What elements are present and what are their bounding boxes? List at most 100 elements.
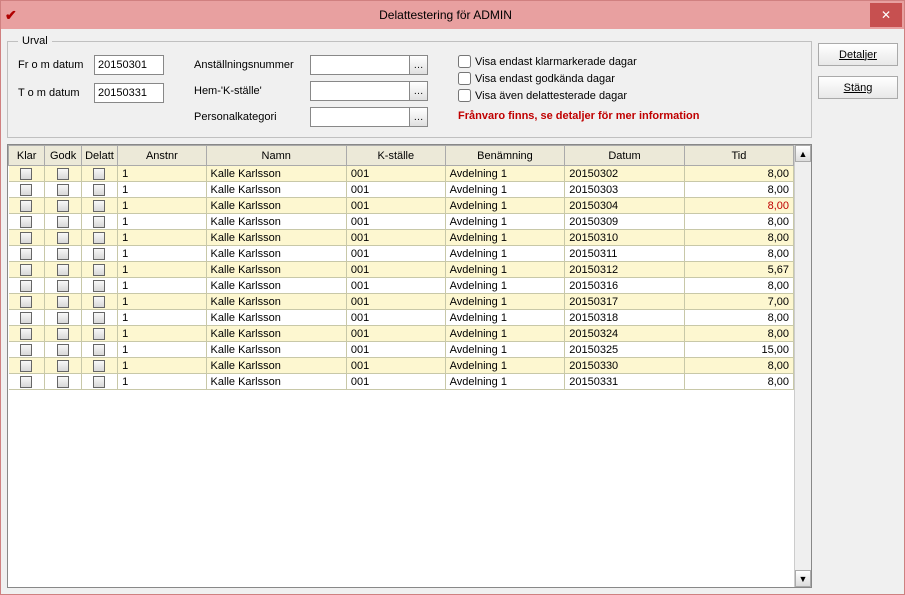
col-godk[interactable]: Godk xyxy=(45,146,81,166)
scroll-track[interactable] xyxy=(795,162,811,570)
row-checkbox[interactable] xyxy=(93,312,105,324)
row-checkbox[interactable] xyxy=(57,328,69,340)
row-checkbox[interactable] xyxy=(57,168,69,180)
row-checkbox[interactable] xyxy=(93,280,105,292)
table-row[interactable]: 1Kalle Karlsson001Avdelning 1201503168,0… xyxy=(9,278,794,294)
hemk-input[interactable] xyxy=(310,81,410,101)
row-checkbox[interactable] xyxy=(20,216,32,228)
cell-kstalle: 001 xyxy=(346,358,445,374)
row-checkbox[interactable] xyxy=(93,216,105,228)
cell-namn: Kalle Karlsson xyxy=(206,262,346,278)
cell-tid: 8,00 xyxy=(684,326,793,342)
row-checkbox[interactable] xyxy=(20,280,32,292)
chk-klar-label: Visa endast klarmarkerade dagar xyxy=(475,56,637,68)
scroll-down-button[interactable]: ▼ xyxy=(795,570,811,587)
cell-datum: 20150317 xyxy=(565,294,685,310)
table-row[interactable]: 1Kalle Karlsson001Avdelning 1201503118,0… xyxy=(9,246,794,262)
table-row[interactable]: 1Kalle Karlsson001Avdelning 1201503308,0… xyxy=(9,358,794,374)
cell-datum: 20150304 xyxy=(565,198,685,214)
pkat-input[interactable] xyxy=(310,107,410,127)
data-grid: Klar Godk Delatt Anstnr Namn K-ställe Be… xyxy=(7,144,812,588)
anst-input[interactable] xyxy=(310,55,410,75)
cell-benamning: Avdelning 1 xyxy=(445,310,565,326)
row-checkbox[interactable] xyxy=(20,296,32,308)
row-checkbox[interactable] xyxy=(57,344,69,356)
cell-datum: 20150311 xyxy=(565,246,685,262)
scroll-up-button[interactable]: ▲ xyxy=(795,145,811,162)
table-row[interactable]: 1Kalle Karlsson001Avdelning 1201503038,0… xyxy=(9,182,794,198)
row-checkbox[interactable] xyxy=(57,376,69,388)
row-checkbox[interactable] xyxy=(20,232,32,244)
table-row[interactable]: 1Kalle Karlsson001Avdelning 1201503028,0… xyxy=(9,166,794,182)
table-row[interactable]: 1Kalle Karlsson001Avdelning 1201503125,6… xyxy=(9,262,794,278)
row-checkbox[interactable] xyxy=(20,360,32,372)
chk-delatt[interactable] xyxy=(458,89,471,102)
row-checkbox[interactable] xyxy=(20,264,32,276)
row-checkbox[interactable] xyxy=(20,168,32,180)
stang-button[interactable]: Stäng xyxy=(818,76,898,99)
table-row[interactable]: 1Kalle Karlsson001Avdelning 1201503248,0… xyxy=(9,326,794,342)
col-datum[interactable]: Datum xyxy=(565,146,685,166)
row-checkbox[interactable] xyxy=(57,296,69,308)
cell-benamning: Avdelning 1 xyxy=(445,230,565,246)
row-checkbox[interactable] xyxy=(20,376,32,388)
row-checkbox[interactable] xyxy=(93,264,105,276)
table-row[interactable]: 1Kalle Karlsson001Avdelning 1201503048,0… xyxy=(9,198,794,214)
row-checkbox[interactable] xyxy=(57,280,69,292)
cell-kstalle: 001 xyxy=(346,294,445,310)
row-checkbox[interactable] xyxy=(20,328,32,340)
col-anstnr[interactable]: Anstnr xyxy=(118,146,206,166)
table-row[interactable]: 1Kalle Karlsson001Avdelning 1201503177,0… xyxy=(9,294,794,310)
col-klar[interactable]: Klar xyxy=(9,146,45,166)
cell-anstnr: 1 xyxy=(118,294,206,310)
table-row[interactable]: 1Kalle Karlsson001Avdelning 1201503188,0… xyxy=(9,310,794,326)
table-row[interactable]: 1Kalle Karlsson001Avdelning 1201503318,0… xyxy=(9,374,794,390)
tom-date-input[interactable] xyxy=(94,83,164,103)
cell-datum: 20150325 xyxy=(565,342,685,358)
cell-datum: 20150318 xyxy=(565,310,685,326)
col-delatt[interactable]: Delatt xyxy=(81,146,117,166)
row-checkbox[interactable] xyxy=(57,264,69,276)
cell-anstnr: 1 xyxy=(118,278,206,294)
row-checkbox[interactable] xyxy=(20,344,32,356)
table-row[interactable]: 1Kalle Karlsson001Avdelning 1201503108,0… xyxy=(9,230,794,246)
row-checkbox[interactable] xyxy=(57,200,69,212)
row-checkbox[interactable] xyxy=(57,248,69,260)
row-checkbox[interactable] xyxy=(93,248,105,260)
cell-namn: Kalle Karlsson xyxy=(206,294,346,310)
row-checkbox[interactable] xyxy=(93,296,105,308)
row-checkbox[interactable] xyxy=(93,232,105,244)
table-row[interactable]: 1Kalle Karlsson001Avdelning 12015032515,… xyxy=(9,342,794,358)
hemk-lookup-button[interactable]: … xyxy=(410,81,428,101)
col-kstalle[interactable]: K-ställe xyxy=(346,146,445,166)
col-namn[interactable]: Namn xyxy=(206,146,346,166)
row-checkbox[interactable] xyxy=(57,312,69,324)
chk-godk[interactable] xyxy=(458,72,471,85)
close-button[interactable]: ✕ xyxy=(870,3,902,27)
row-checkbox[interactable] xyxy=(93,360,105,372)
table-row[interactable]: 1Kalle Karlsson001Avdelning 1201503098,0… xyxy=(9,214,794,230)
cell-benamning: Avdelning 1 xyxy=(445,166,565,182)
row-checkbox[interactable] xyxy=(57,184,69,196)
from-date-input[interactable] xyxy=(94,55,164,75)
row-checkbox[interactable] xyxy=(93,184,105,196)
row-checkbox[interactable] xyxy=(57,360,69,372)
row-checkbox[interactable] xyxy=(93,344,105,356)
row-checkbox[interactable] xyxy=(20,200,32,212)
detaljer-button[interactable]: Detaljer xyxy=(818,43,898,66)
chk-klar[interactable] xyxy=(458,55,471,68)
col-tid[interactable]: Tid xyxy=(684,146,793,166)
row-checkbox[interactable] xyxy=(57,232,69,244)
row-checkbox[interactable] xyxy=(93,376,105,388)
col-benamning[interactable]: Benämning xyxy=(445,146,565,166)
row-checkbox[interactable] xyxy=(57,216,69,228)
row-checkbox[interactable] xyxy=(20,184,32,196)
row-checkbox[interactable] xyxy=(20,248,32,260)
row-checkbox[interactable] xyxy=(93,168,105,180)
row-checkbox[interactable] xyxy=(93,200,105,212)
pkat-lookup-button[interactable]: … xyxy=(410,107,428,127)
anst-lookup-button[interactable]: … xyxy=(410,55,428,75)
vertical-scrollbar[interactable]: ▲ ▼ xyxy=(794,145,811,587)
row-checkbox[interactable] xyxy=(20,312,32,324)
row-checkbox[interactable] xyxy=(93,328,105,340)
